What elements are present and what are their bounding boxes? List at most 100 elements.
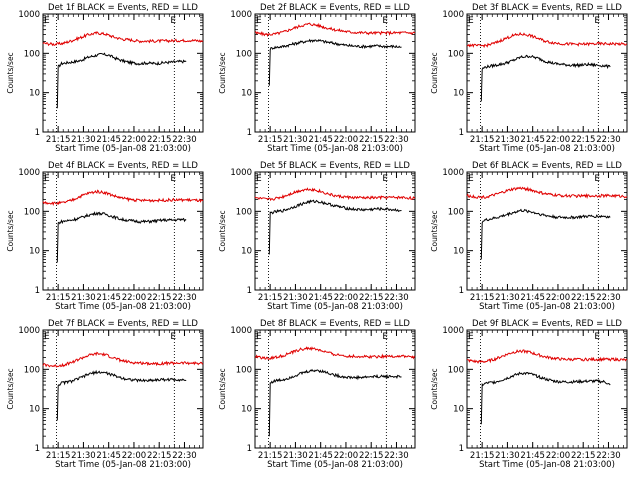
y-tick-label: 1000 <box>230 326 252 336</box>
x-tick-label: 22:15 <box>571 293 596 303</box>
x-axis-label: Start Time (05-Jan-08 21:03:00) <box>479 144 615 154</box>
plot-frame <box>466 329 628 449</box>
x-axis-label: Start Time (05-Jan-08 21:03:00) <box>267 144 403 154</box>
y-axis-label: Counts/sec <box>6 210 15 251</box>
chart-title: Det 4f BLACK = Events, RED = LLD <box>48 161 198 171</box>
x-axis-label: Start Time (05-Jan-08 21:03:00) <box>55 302 191 312</box>
x-tick-label: 22:00 <box>122 135 147 145</box>
x-tick-label: 22:00 <box>334 135 359 145</box>
marker-label: E <box>170 16 176 26</box>
lld-series-line <box>466 31 628 49</box>
y-tick-label: 10 <box>453 405 464 415</box>
marker-label: E <box>256 174 262 184</box>
x-tick-label: 22:00 <box>546 451 571 461</box>
marker-label: E <box>594 332 600 342</box>
y-tick-label: 1000 <box>18 168 40 178</box>
x-axis-label: Start Time (05-Jan-08 21:03:00) <box>55 460 191 470</box>
x-tick-label: 21:30 <box>495 451 520 461</box>
x-tick-label: 22:30 <box>384 451 409 461</box>
chart-panel: Det 2f BLACK = Events, RED = LLD 1 10 100 10… <box>218 3 416 154</box>
y-tick-label: 10 <box>241 89 252 99</box>
x-tick-label: 21:30 <box>495 293 520 303</box>
y-tick-label: 10 <box>453 89 464 99</box>
marker-label: E <box>256 16 262 26</box>
x-axis-label: Start Time (05-Jan-08 21:03:00) <box>267 302 403 312</box>
y-tick-label: 100 <box>236 365 252 375</box>
marker-label: E <box>382 16 388 26</box>
x-tick-label: 21:45 <box>308 293 333 303</box>
x-tick-label: 21:15 <box>258 293 283 303</box>
y-tick-label: 100 <box>236 207 252 217</box>
y-tick-label: 10 <box>29 405 40 415</box>
lld-series-line <box>42 189 204 207</box>
y-tick-label: 1 <box>247 128 252 138</box>
x-tick-label: 21:15 <box>470 135 495 145</box>
x-tick-label: 22:30 <box>172 451 197 461</box>
y-tick-label: 100 <box>236 49 252 59</box>
events-series-line <box>480 54 611 102</box>
x-tick-label: 21:45 <box>96 135 121 145</box>
chart-panel: Det 1f BLACK = Events, RED = LLD 1 10 100 10… <box>6 3 204 154</box>
chart-title: Det 9f BLACK = Events, RED = LLD <box>472 319 622 329</box>
marker-label: E <box>256 332 262 342</box>
plot-frame <box>466 171 628 291</box>
plot-frame <box>42 13 204 133</box>
x-tick-label: 21:45 <box>96 451 121 461</box>
chart-title: Det 2f BLACK = Events, RED = LLD <box>260 3 410 13</box>
lld-series-line <box>254 187 416 202</box>
marker-label: E <box>468 174 474 184</box>
marker-label: E <box>170 174 176 184</box>
y-tick-label: 10 <box>241 247 252 257</box>
plot-frame <box>42 329 204 449</box>
x-tick-label: 21:15 <box>258 135 283 145</box>
x-tick-label: 22:15 <box>147 135 172 145</box>
x-tick-label: 21:45 <box>308 135 333 145</box>
marker-label: E <box>594 174 600 184</box>
x-tick-label: 22:30 <box>384 135 409 145</box>
x-tick-label: 21:15 <box>470 293 495 303</box>
y-axis-label: Counts/sec <box>6 52 15 93</box>
y-tick-label: 1 <box>35 444 40 454</box>
marker-label: E <box>382 174 388 184</box>
y-tick-label: 1000 <box>442 326 464 336</box>
events-series-line <box>268 38 402 86</box>
x-tick-label: 21:30 <box>71 293 96 303</box>
x-tick-label: 22:30 <box>596 451 621 461</box>
y-tick-label: 100 <box>24 49 40 59</box>
chart-title: Det 8f BLACK = Events, RED = LLD <box>260 319 410 329</box>
chart-panel: Det 8f BLACK = Events, RED = LLD 1 10 100 10… <box>218 319 416 470</box>
x-tick-label: 22:30 <box>596 135 621 145</box>
x-tick-label: 21:45 <box>520 451 545 461</box>
plot-frame <box>42 171 204 291</box>
x-axis-label: Start Time (05-Jan-08 21:03:00) <box>479 460 615 470</box>
y-axis-label: Counts/sec <box>430 52 439 93</box>
y-axis-label: Counts/sec <box>218 52 227 93</box>
y-axis-label: Counts/sec <box>6 368 15 409</box>
chart-title: Det 1f BLACK = Events, RED = LLD <box>48 3 198 13</box>
x-tick-label: 21:30 <box>71 135 96 145</box>
y-tick-label: 1000 <box>442 10 464 20</box>
x-tick-label: 21:15 <box>46 293 71 303</box>
y-tick-label: 1 <box>459 128 464 138</box>
x-tick-label: 22:30 <box>384 293 409 303</box>
chart-title: Det 3f BLACK = Events, RED = LLD <box>472 3 622 13</box>
x-tick-label: 21:30 <box>283 135 308 145</box>
lld-series-line <box>42 351 204 368</box>
y-tick-label: 100 <box>448 49 464 59</box>
x-tick-label: 22:30 <box>596 293 621 303</box>
lld-series-line <box>466 349 628 364</box>
x-tick-label: 22:00 <box>334 293 359 303</box>
x-tick-label: 21:30 <box>71 451 96 461</box>
x-tick-label: 21:45 <box>308 451 333 461</box>
marker-label: E <box>382 332 388 342</box>
x-tick-label: 22:15 <box>147 293 172 303</box>
y-tick-label: 1000 <box>230 10 252 20</box>
x-axis-label: Start Time (05-Jan-08 21:03:00) <box>55 144 191 154</box>
events-series-line <box>268 199 402 255</box>
y-tick-label: 1 <box>459 286 464 296</box>
plot-frame <box>254 171 416 291</box>
x-tick-label: 22:15 <box>571 451 596 461</box>
x-tick-label: 21:15 <box>46 451 71 461</box>
x-tick-label: 21:30 <box>283 451 308 461</box>
